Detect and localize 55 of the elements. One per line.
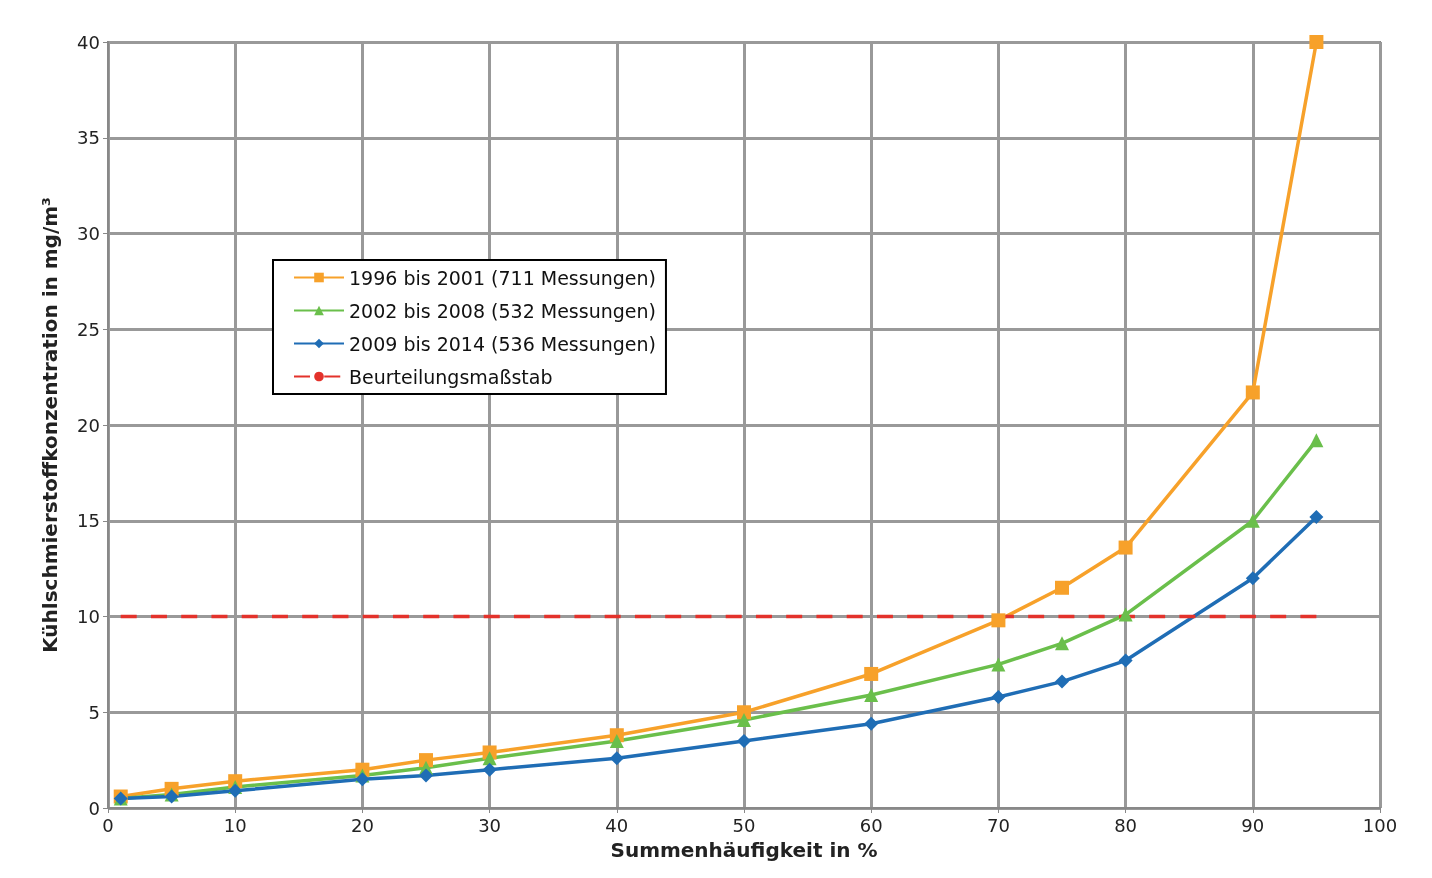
point xyxy=(864,688,879,703)
x-tick-label: 100 xyxy=(1362,814,1398,836)
point xyxy=(1118,607,1133,622)
point xyxy=(355,772,370,787)
point xyxy=(1309,433,1324,448)
x-tick-label: 30 xyxy=(478,814,502,836)
y-tick-label: 20 xyxy=(77,414,100,436)
x-tick-label: 20 xyxy=(350,814,374,836)
legend-label: 2002 bis 2008 (532 Messungen) xyxy=(349,299,656,322)
y-tick-label: 35 xyxy=(77,127,100,149)
x-tick-label: 10 xyxy=(223,814,247,836)
x-tick-label: 50 xyxy=(732,814,756,836)
y-tick-label: 0 xyxy=(88,797,100,819)
point xyxy=(419,753,433,768)
x-tick-label: 80 xyxy=(1114,814,1138,836)
point xyxy=(1245,513,1260,528)
x-tick-label: 90 xyxy=(1241,814,1265,836)
point xyxy=(609,733,624,748)
point xyxy=(864,666,879,681)
x-tick-label: 40 xyxy=(605,814,629,836)
point xyxy=(1055,674,1069,689)
x-tick-label: 60 xyxy=(859,814,883,836)
legend-label: 2009 bis 2014 (536 Messungen) xyxy=(349,332,656,355)
y-tick-label: 15 xyxy=(77,510,100,532)
point xyxy=(991,689,1006,704)
point xyxy=(228,783,243,798)
x-axis-title: Summenhäufigkeit in % xyxy=(610,838,878,862)
point xyxy=(737,712,751,727)
point xyxy=(419,768,433,783)
point xyxy=(482,751,497,766)
x-tick-label: 0 xyxy=(102,814,114,836)
y-tick-label: 10 xyxy=(77,606,100,627)
legend-label: Beurteilungsmaßstab xyxy=(349,365,553,388)
point xyxy=(1055,636,1069,651)
point xyxy=(991,613,1006,628)
y-axis-title: Kühlschmierstoffkonzentration in mg/m³ xyxy=(38,197,62,653)
point xyxy=(1309,509,1324,524)
point xyxy=(609,751,624,766)
point xyxy=(1245,571,1260,586)
point xyxy=(482,762,497,777)
point xyxy=(991,657,1006,672)
point xyxy=(737,705,751,720)
point xyxy=(1309,35,1324,49)
x-tick-label: 70 xyxy=(986,814,1010,836)
point xyxy=(864,716,879,731)
point xyxy=(1118,653,1133,668)
y-tick-label: 30 xyxy=(77,223,100,244)
y-tick-label: 5 xyxy=(88,701,100,723)
y-tick-label: 25 xyxy=(77,318,100,340)
point xyxy=(737,733,751,748)
y-tick-label: 40 xyxy=(77,31,100,53)
point xyxy=(1118,540,1133,555)
point xyxy=(1245,385,1260,400)
legend-label: 1996 bis 2001 (711 Messungen) xyxy=(349,266,656,289)
point xyxy=(1055,580,1069,595)
